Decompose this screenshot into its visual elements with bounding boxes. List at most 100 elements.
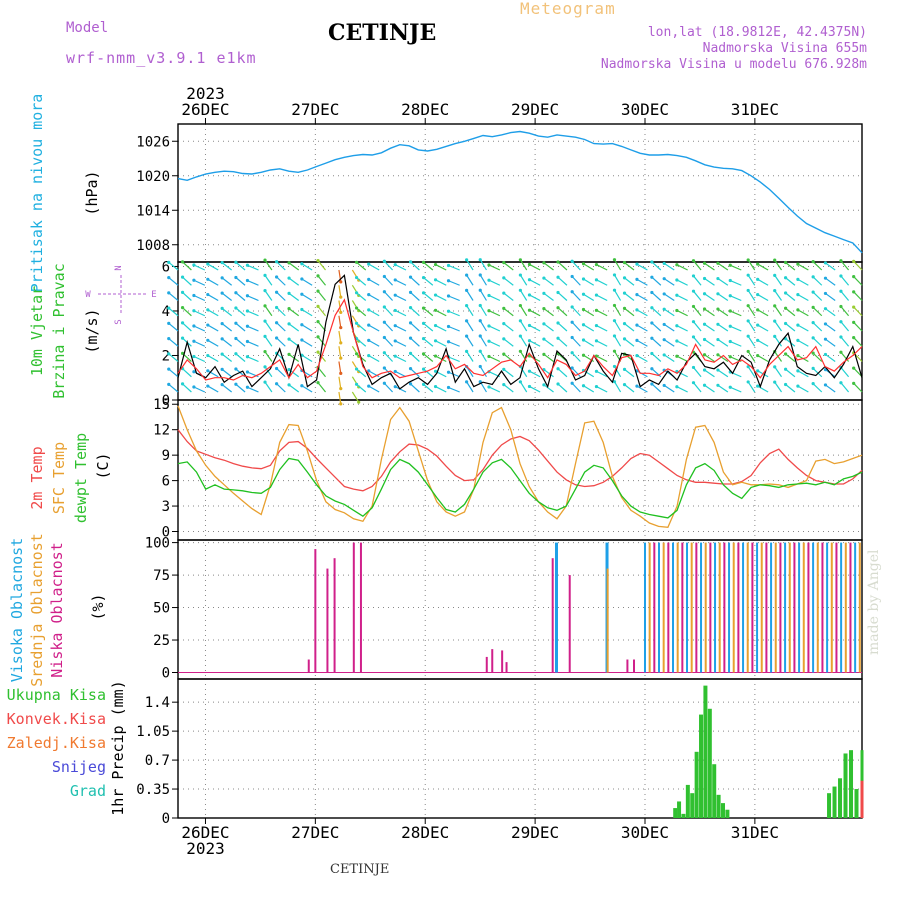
wind-arrow <box>435 325 447 332</box>
wind-arrow-head <box>408 382 413 386</box>
wind-arrow-head <box>796 293 800 297</box>
wind-arrow-head <box>796 308 800 312</box>
wind-arrow <box>383 260 394 271</box>
wind-arrow-head <box>316 274 320 278</box>
wind-arrow <box>704 339 715 347</box>
wind-arrow <box>663 293 675 302</box>
wind-arrow-head <box>446 309 451 313</box>
wind-arrow <box>583 370 595 378</box>
cloud-bar-dense <box>643 542 646 673</box>
wind-arrow-head <box>756 338 760 342</box>
wind-arrow <box>676 264 688 271</box>
wind-arrow <box>747 335 756 347</box>
wind-arrow <box>624 277 635 286</box>
temp-dewpt-line <box>177 457 863 519</box>
wind-arrow-head <box>478 288 482 292</box>
wind-arrow <box>503 384 514 393</box>
wind-arrow-head <box>635 384 639 388</box>
wind-arrow-head <box>393 324 397 328</box>
wind-arrow-head <box>275 275 279 279</box>
wind-arrow-head <box>756 262 760 266</box>
wind-arrow-head <box>167 260 171 264</box>
wind-arrow <box>317 336 326 347</box>
wind-arrow <box>193 386 206 393</box>
wind-arrow-head <box>408 367 413 371</box>
wind-arrow-head <box>612 303 617 308</box>
wind-arrow <box>448 341 460 347</box>
wind-arrow <box>825 262 836 271</box>
wind-arrow-head <box>382 335 386 340</box>
y-tick-label: 3 <box>162 499 170 515</box>
wind-arrow-head <box>542 291 546 295</box>
wind-arrow <box>221 307 233 317</box>
wind-arrow-head <box>716 261 720 265</box>
wind-arrow <box>317 290 326 301</box>
wind-arrow-head <box>316 304 320 308</box>
wind-arrow <box>488 310 501 317</box>
wind-arrow-head <box>650 275 654 279</box>
wind-arrow <box>557 292 568 301</box>
wind-arrow-head <box>716 322 720 326</box>
y-tick-label: 2 <box>162 348 170 364</box>
wind-arrow <box>168 261 179 271</box>
wind-arrow-head <box>245 339 250 344</box>
wind-arrow <box>410 368 420 378</box>
wind-arrow-head <box>502 276 506 280</box>
wind-arrow <box>383 276 394 286</box>
wind-arrow-head <box>716 383 720 387</box>
wind-arrow <box>488 264 501 271</box>
wind-arrow-head <box>773 258 777 262</box>
wind-arrow-head <box>756 308 760 312</box>
wind-arrow-head <box>527 308 532 312</box>
wind-arrow <box>221 277 233 286</box>
cloud-bar-low <box>505 662 508 673</box>
wind-arrow-head <box>852 305 856 309</box>
wind-arrow <box>488 325 501 332</box>
wind-arrow <box>812 367 823 378</box>
wind-arrow-head <box>518 319 522 323</box>
wind-arrow <box>182 291 192 301</box>
wind-arrow-head <box>275 305 279 310</box>
wind-arrow-head <box>446 279 451 283</box>
wind-arrow-head <box>527 384 532 389</box>
wind-arrow <box>423 383 434 393</box>
precip-bar-total <box>681 813 686 818</box>
wind-arrow <box>812 291 823 301</box>
cloud-bar-dense <box>802 542 805 673</box>
wind-arrow-head <box>773 380 777 384</box>
wind-arrow <box>543 262 554 271</box>
wind-arrow-head <box>702 292 707 296</box>
wind-arrow <box>529 385 541 393</box>
wind-arrow-head <box>811 305 815 309</box>
wind-arrow-head <box>594 384 599 389</box>
wind-arrow <box>168 307 179 317</box>
wind-arrow <box>529 340 541 347</box>
wind-arrow-head <box>662 338 666 342</box>
footer-station: CETINJE <box>330 862 390 877</box>
wind-arrow-head <box>796 384 800 388</box>
wind-arrow-head <box>263 258 267 262</box>
wind-arrow <box>168 277 179 286</box>
wind-arrow-head <box>702 276 707 281</box>
wind-arrow-head <box>408 306 413 310</box>
wind-arrow <box>235 277 246 286</box>
wind-arrow <box>301 324 313 332</box>
wind-arrow <box>785 307 796 317</box>
wind-arrow <box>221 384 233 393</box>
wind-arrow-head <box>421 276 426 280</box>
wind-arrow <box>812 352 823 362</box>
wind-arrow <box>488 294 501 302</box>
wind-arrow <box>596 309 608 317</box>
wind-arrow <box>193 355 206 363</box>
wind-arrow-head <box>823 276 828 280</box>
y-tick-label: 6 <box>162 474 170 490</box>
temp-2m-line <box>177 429 863 492</box>
wind-arrow-head <box>612 334 617 338</box>
wind-arrow-head <box>263 289 267 293</box>
wind-arrow <box>757 278 769 286</box>
cloud-bar-dense <box>849 542 852 673</box>
wind-arrow-head <box>408 321 413 325</box>
wind-arrow-head <box>570 366 574 370</box>
cloud-bar-dense <box>662 542 665 673</box>
wind-arrow-head <box>287 352 291 356</box>
